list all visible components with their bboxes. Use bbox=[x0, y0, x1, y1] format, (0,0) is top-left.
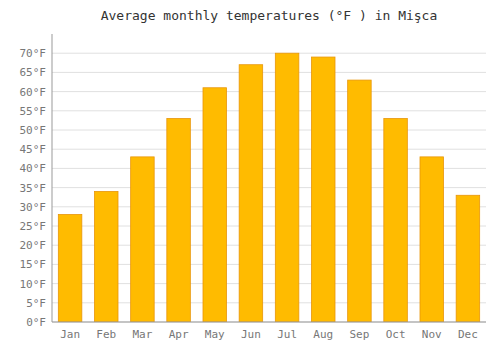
bar bbox=[131, 157, 155, 322]
bar bbox=[420, 157, 444, 322]
x-tick-label: Sep bbox=[349, 328, 369, 341]
y-tick-label: 0°F bbox=[26, 316, 46, 329]
x-tick-label: Dec bbox=[458, 328, 478, 341]
y-tick-label: 70°F bbox=[20, 47, 47, 60]
x-tick-label: Mar bbox=[132, 328, 152, 341]
y-tick-label: 65°F bbox=[20, 66, 47, 79]
bar bbox=[58, 214, 82, 322]
x-tick-label: Jan bbox=[60, 328, 80, 341]
y-axis-line bbox=[52, 34, 53, 322]
grid-line bbox=[52, 322, 486, 323]
grid-line bbox=[52, 130, 486, 131]
bar bbox=[275, 53, 299, 322]
bar bbox=[203, 88, 227, 322]
grid-line bbox=[52, 91, 486, 92]
bar bbox=[456, 195, 480, 322]
bars bbox=[58, 53, 479, 322]
chart: Average monthly temperatures (°F ) in Mi… bbox=[0, 0, 500, 350]
y-tick-label: 25°F bbox=[20, 220, 47, 233]
x-tick-label: Oct bbox=[386, 328, 406, 341]
y-tick-label: 30°F bbox=[20, 201, 47, 214]
x-tick-label: Feb bbox=[96, 328, 116, 341]
bar bbox=[167, 118, 191, 322]
y-tick-label: 15°F bbox=[20, 258, 47, 271]
x-tick-label: Jun bbox=[241, 328, 261, 341]
grid-line bbox=[52, 53, 486, 54]
bar bbox=[384, 118, 408, 322]
x-tick-label: Apr bbox=[169, 328, 189, 341]
bar bbox=[239, 65, 263, 322]
y-tick-label: 5°F bbox=[26, 297, 46, 310]
x-tick-label: May bbox=[205, 328, 225, 341]
y-tick-label: 50°F bbox=[20, 124, 47, 137]
x-tick-label: Nov bbox=[422, 328, 442, 341]
bar bbox=[94, 191, 118, 322]
x-tick-label: Jul bbox=[277, 328, 297, 341]
title: Average monthly temperatures (°F ) in Mi… bbox=[101, 8, 438, 23]
bar bbox=[348, 80, 372, 322]
y-tick-label: 40°F bbox=[20, 162, 47, 175]
y-tick-label: 20°F bbox=[20, 239, 47, 252]
y-tick-label: 55°F bbox=[20, 105, 47, 118]
y-tick-label: 60°F bbox=[20, 86, 47, 99]
y-tick-label: 45°F bbox=[20, 143, 47, 156]
y-tick-label: 10°F bbox=[20, 278, 47, 291]
grid-line bbox=[52, 149, 486, 150]
grid-line bbox=[52, 72, 486, 73]
y-tick-label: 35°F bbox=[20, 182, 47, 195]
bar bbox=[311, 57, 335, 322]
x-tick-label: Aug bbox=[313, 328, 333, 341]
grid-line bbox=[52, 110, 486, 111]
x-axis-line bbox=[52, 322, 486, 323]
y-grid bbox=[52, 53, 486, 322]
